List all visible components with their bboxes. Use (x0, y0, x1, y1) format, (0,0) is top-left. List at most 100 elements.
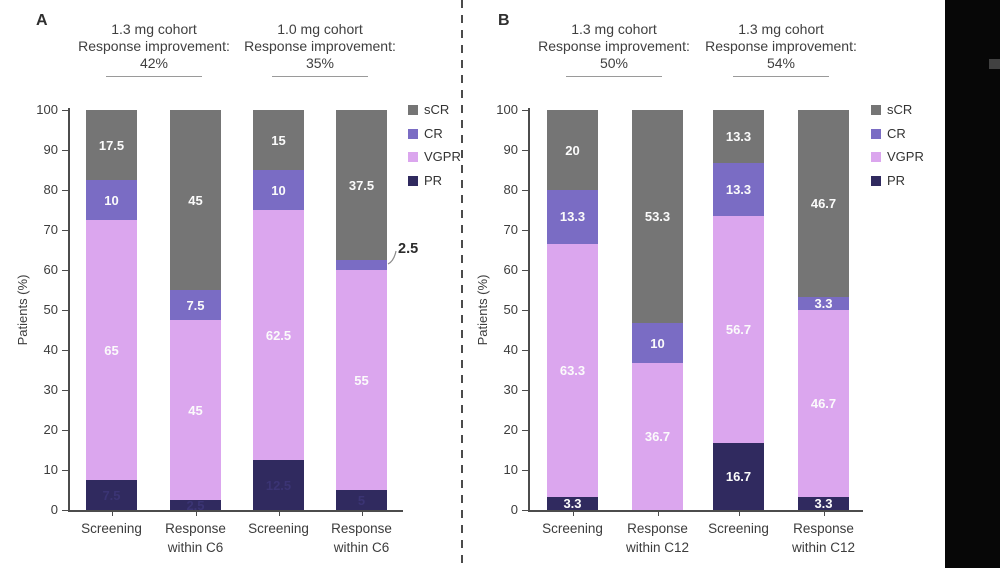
cohort-title: 1.3 mg cohort (738, 21, 824, 37)
segment-value-label: 3.3 (814, 295, 833, 311)
y-tick-mark (522, 109, 528, 111)
x-category-label: Screening (81, 521, 142, 536)
bar-segment-CR: 13.3 (547, 190, 598, 244)
segment-value-label: 37.5 (348, 177, 375, 193)
y-tick-mark (62, 389, 68, 391)
legend-swatch-icon (408, 105, 418, 115)
y-axis-line (68, 108, 70, 511)
x-category-label: Response within C12 (791, 521, 856, 555)
y-tick-mark (522, 469, 528, 471)
legend-item: PR (408, 172, 461, 188)
cohort-subtitle: Response improvement: (244, 38, 396, 54)
bar-segment-sCR: 37.5 (336, 110, 387, 260)
bar-segment-sCR: 45 (170, 110, 221, 290)
y-tick-label: 90 (43, 142, 58, 157)
bar-segment-VGPR: 46.7 (798, 310, 849, 497)
segment-value-label: 53.3 (644, 209, 671, 225)
segment-value-label: 2.5 (186, 497, 205, 513)
cohort-header: 1.0 mg cohort Response improvement: 35% (210, 21, 430, 77)
improvement-value: 50% (599, 55, 629, 71)
segment-callout-value: 2.5 (398, 241, 419, 257)
y-tick-label: 30 (503, 382, 518, 397)
legend-item: sCR (871, 103, 924, 117)
x-axis-line (528, 510, 863, 512)
y-tick-mark (62, 429, 68, 431)
legend-label: sCR (887, 102, 913, 117)
x-category-label: Response within C6 (165, 521, 226, 555)
x-tick-mark (738, 512, 740, 516)
y-tick-mark (522, 389, 528, 391)
cohort-subtitle: Response improvement: (705, 38, 857, 54)
segment-value-label: 36.7 (644, 429, 671, 445)
y-tick-label: 90 (503, 142, 518, 157)
legend-swatch-icon (871, 128, 881, 139)
legend: sCR CR VGPR PR (871, 103, 924, 197)
y-tick-label: 50 (43, 302, 58, 317)
legend-swatch-icon (408, 152, 418, 162)
y-tick-label: 80 (43, 182, 58, 197)
y-tick-mark (522, 149, 528, 151)
bar-segment-sCR: 15 (253, 110, 304, 170)
legend-label: CR (887, 125, 906, 141)
segment-value-label: 13.3 (559, 209, 586, 225)
legend-item: VGPR (408, 150, 461, 164)
legend-label: PR (424, 172, 443, 188)
bar-segment-PR: 16.7 (713, 443, 764, 510)
legend-label: CR (424, 125, 443, 141)
bar-segment-PR: 7.5 (86, 480, 137, 510)
panel-divider (461, 0, 463, 568)
y-tick-label: 100 (36, 102, 58, 117)
segment-value-label: 46.7 (810, 195, 837, 211)
bar-segment-VGPR: 36.7 (632, 363, 683, 510)
y-tick-label: 0 (50, 502, 58, 517)
bar-segment-CR: 3.3 (798, 295, 849, 311)
x-axis-line (68, 510, 403, 512)
y-tick-mark (62, 309, 68, 311)
bar-segment-PR: 3.3 (798, 496, 849, 511)
bar-segment-sCR: 17.5 (86, 110, 137, 180)
legend-item: CR (871, 125, 924, 141)
panel-a-label: A (36, 12, 48, 29)
segment-value-label: 13.3 (725, 182, 752, 198)
bar-segment-sCR: 20 (547, 110, 598, 191)
bar-segment-sCR: 46.7 (798, 110, 849, 297)
cohort-header: 1.3 mg cohort Response improvement: 54% (671, 21, 891, 77)
bar-segment-PR: 2.5 (170, 497, 221, 513)
legend: sCR CR VGPR PR (408, 103, 461, 197)
y-tick-label: 20 (503, 422, 518, 437)
header-underline (106, 76, 202, 77)
segment-value-label: 17.5 (98, 137, 125, 153)
segment-value-label: 7.5 (186, 297, 205, 313)
segment-value-label: 20 (565, 142, 580, 158)
x-tick-mark (111, 512, 113, 516)
x-category-label: Screening (708, 521, 769, 536)
bar-segment-PR: 12.5 (253, 460, 304, 510)
x-tick-mark (195, 512, 197, 516)
segment-value-label: 10 (650, 335, 665, 351)
bar-segment-sCR: 13.3 (713, 110, 764, 164)
screen-edge-marker (989, 59, 1000, 69)
segment-value-label: 45 (188, 192, 203, 208)
y-tick-label: 50 (503, 302, 518, 317)
bar-segment-VGPR: 63.3 (547, 243, 598, 497)
segment-value-label: 15 (271, 132, 286, 148)
bar-segment-VGPR: 56.7 (713, 216, 764, 444)
y-tick-label: 80 (503, 182, 518, 197)
cohort-title: 1.3 mg cohort (571, 21, 657, 37)
segment-value-label: 10 (104, 192, 119, 208)
segment-value-label: 5 (357, 492, 366, 508)
y-tick-label: 10 (43, 462, 58, 477)
bar-segment-VGPR: 55 (336, 270, 387, 490)
header-underline (272, 76, 368, 77)
legend-label: VGPR (887, 149, 924, 164)
y-tick-label: 10 (503, 462, 518, 477)
legend-item: VGPR (871, 150, 924, 164)
legend-swatch-icon (408, 128, 418, 139)
bar-segment-PR: 3.3 (547, 496, 598, 511)
y-tick-mark (522, 269, 528, 271)
segment-value-label: 7.5 (102, 487, 121, 503)
segment-value-label: 46.7 (810, 395, 837, 411)
y-tick-mark (62, 229, 68, 231)
